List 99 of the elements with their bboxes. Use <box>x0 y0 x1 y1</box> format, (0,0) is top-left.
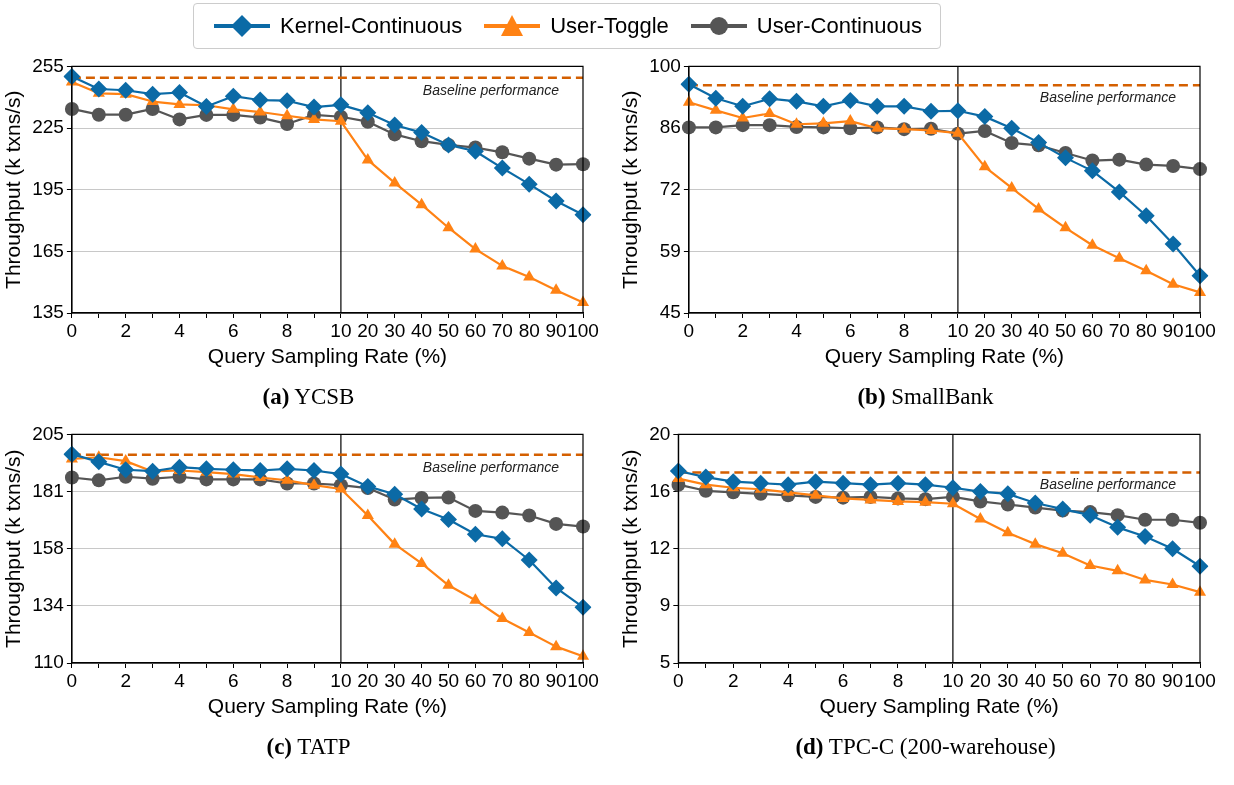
x-tick-label: 20 <box>969 669 991 691</box>
x-tick-label: 30 <box>1001 319 1023 341</box>
x-axis-title: Query Sampling Rate (%) <box>207 694 448 718</box>
x-tick-label: 90 <box>1161 669 1184 691</box>
y-tick-label: 5 <box>659 651 671 673</box>
x-tick-label: 6 <box>228 669 239 691</box>
y-tick-label: 205 <box>32 422 64 444</box>
x-tick-label: 4 <box>782 669 794 691</box>
x-axis-title: Query Sampling Rate (%) <box>207 344 448 368</box>
x-tick-label: 100 <box>1184 319 1216 341</box>
x-tick-label: 8 <box>281 319 293 341</box>
x-tick-label: 6 <box>845 319 856 341</box>
x-tick-label: 10 <box>947 319 969 341</box>
x-tick-label: 90 <box>1162 319 1184 341</box>
y-tick-label: 158 <box>32 536 64 558</box>
x-tick-label: 60 <box>1081 319 1103 341</box>
text: (d) TPC-C (200-warehouse) <box>794 734 1057 760</box>
x-tick-label: 8 <box>281 669 293 691</box>
x-tick-label: 80 <box>518 669 540 691</box>
x-tick-label: 40 <box>1028 319 1050 341</box>
y-tick-label: 165 <box>32 239 64 261</box>
x-tick-label: 100 <box>567 669 599 691</box>
x-tick-label: 90 <box>545 319 567 341</box>
x-axis-title: Query Sampling Rate (%) <box>824 344 1065 368</box>
x-tick-label: 4 <box>174 319 186 341</box>
x-tick-label: 70 <box>1108 319 1130 341</box>
x-tick-label: 100 <box>1184 669 1216 691</box>
x-tick-label: 50 <box>1054 319 1077 341</box>
x-tick-label: 60 <box>464 669 486 691</box>
x-tick-label: 0 <box>683 319 695 341</box>
x-tick-label: 50 <box>437 669 460 691</box>
x-tick-label: 80 <box>518 319 540 341</box>
x-tick-label: 6 <box>837 669 849 691</box>
y-tick-label: 181 <box>32 479 64 501</box>
y-tick-label: 86 <box>659 116 681 138</box>
x-tick-label: 2 <box>737 319 748 341</box>
x-tick-label: 60 <box>464 319 486 341</box>
text: (c) TATP <box>265 734 352 760</box>
x-axis-title: Query Sampling Rate (%) <box>819 694 1059 718</box>
y-tick-label: 20 <box>649 422 671 444</box>
y-tick-label: 12 <box>649 536 671 558</box>
text: (a) YCSB <box>261 384 356 410</box>
x-tick-label: 100 <box>567 319 599 341</box>
x-tick-label: 80 <box>1134 669 1156 691</box>
y-tick-label: 16 <box>649 479 671 501</box>
ref-line-label: Baseline performance <box>422 81 560 98</box>
x-tick-label: 30 <box>384 669 406 691</box>
x-tick-label: 70 <box>491 319 513 341</box>
y-tick-label: 59 <box>659 239 681 261</box>
x-tick-label: 2 <box>120 669 131 691</box>
x-tick-label: 40 <box>411 669 433 691</box>
x-tick-label: 0 <box>66 319 78 341</box>
x-tick-label: 80 <box>1135 319 1157 341</box>
y-tick-label: 195 <box>32 177 64 199</box>
y-tick-label: 72 <box>659 177 681 199</box>
x-tick-label: 2 <box>727 669 739 691</box>
ref-line-label: Baseline performance <box>1039 89 1177 106</box>
y-tick-label: 110 <box>33 651 64 673</box>
x-tick-label: 50 <box>437 319 460 341</box>
x-tick-label: 30 <box>997 669 1019 691</box>
x-tick-label: 20 <box>974 319 996 341</box>
x-tick-label: 40 <box>1024 669 1046 691</box>
x-tick-label: 10 <box>942 669 964 691</box>
y-tick-label: 100 <box>649 54 681 76</box>
x-tick-label: 20 <box>357 669 379 691</box>
y-tick-label: 135 <box>32 301 64 323</box>
x-tick-label: 0 <box>673 669 684 691</box>
text: (b) SmallBank <box>856 384 995 410</box>
y-axis-title: Throughput (k txns/s) <box>1 449 25 648</box>
x-tick-label: 90 <box>545 669 567 691</box>
legend-label: User-Continuous <box>756 13 922 39</box>
y-tick-label: 134 <box>32 594 65 616</box>
x-tick-label: 70 <box>491 669 513 691</box>
y-axis-title: Throughput (k txns/s) <box>1 90 25 289</box>
x-tick-label: 4 <box>791 319 803 341</box>
y-tick-label: 255 <box>32 54 64 76</box>
y-axis-title: Throughput (k txns/s) <box>618 449 642 648</box>
y-tick-label: 225 <box>32 116 64 138</box>
legend-label: Kernel-Continuous <box>280 13 463 39</box>
x-tick-label: 60 <box>1079 669 1101 691</box>
y-tick-label: 45 <box>659 301 681 323</box>
x-tick-label: 10 <box>330 669 352 691</box>
x-tick-label: 4 <box>174 669 186 691</box>
y-tick-label: 9 <box>659 594 671 616</box>
x-tick-label: 40 <box>411 319 433 341</box>
ref-line-label: Baseline performance <box>1039 476 1177 493</box>
ref-line-label: Baseline performance <box>422 458 560 475</box>
x-tick-label: 10 <box>330 319 352 341</box>
x-tick-label: 0 <box>66 669 78 691</box>
x-tick-label: 20 <box>357 319 379 341</box>
x-tick-label: 8 <box>898 319 910 341</box>
legend-label: User-Toggle <box>550 13 669 39</box>
x-tick-label: 70 <box>1107 669 1129 691</box>
y-axis-title: Throughput (k txns/s) <box>618 90 642 289</box>
x-tick-label: 2 <box>120 319 131 341</box>
x-tick-label: 8 <box>892 669 904 691</box>
x-tick-label: 30 <box>384 319 406 341</box>
x-tick-label: 6 <box>228 319 239 341</box>
x-tick-label: 50 <box>1052 669 1074 691</box>
